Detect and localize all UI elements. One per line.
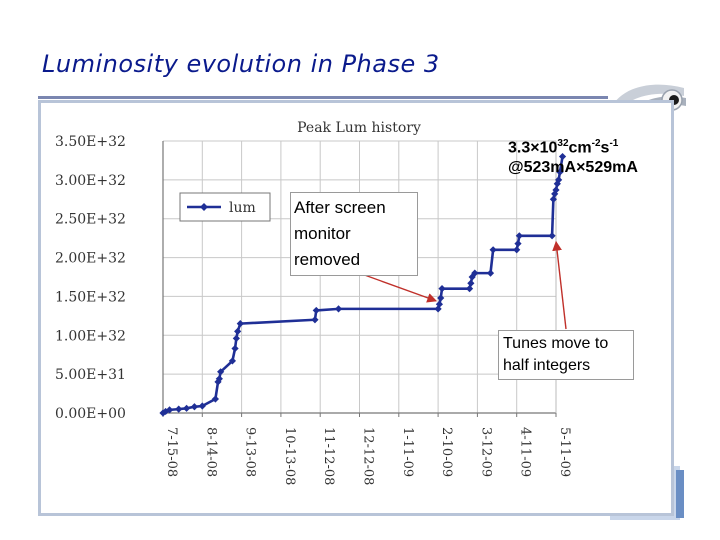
data-point (198, 402, 206, 410)
chart-title: Peak Lum history (297, 120, 421, 136)
data-point (489, 246, 497, 254)
x-tick-label: 4-11-09 (518, 427, 533, 477)
data-point (334, 305, 343, 313)
data-point (182, 404, 191, 412)
data-point (548, 232, 556, 240)
data-point (553, 180, 561, 188)
data-point (437, 294, 445, 302)
data-point (175, 405, 183, 413)
legend-marker (200, 203, 208, 211)
y-tick-label: 1.00E+32 (55, 328, 126, 344)
data-point (514, 239, 522, 248)
data-point (311, 316, 319, 324)
y-tick-label: 2.00E+32 (55, 251, 126, 267)
tunes-annotation-arrow (552, 240, 567, 330)
data-point (438, 285, 446, 293)
data-point (312, 306, 320, 315)
x-tick-label: 1-11-09 (400, 427, 415, 477)
x-tick-label: 3-12-09 (478, 427, 493, 477)
data-point (434, 305, 442, 313)
data-point (468, 273, 476, 281)
data-point (549, 195, 557, 203)
data-point (486, 269, 495, 277)
data-point (467, 279, 475, 287)
data-point (228, 357, 237, 365)
data-point (162, 407, 170, 416)
tunes-annotation: Tunes move to half integers (498, 330, 634, 380)
legend-label: lum (229, 200, 256, 216)
data-point (234, 327, 242, 335)
data-point (231, 344, 239, 353)
data-point (217, 368, 225, 376)
data-point (190, 403, 199, 411)
data-point (236, 320, 244, 328)
data-point (515, 232, 523, 240)
peak-annotation: 3.3×1032cm-2s-1 @523mA×529mA (508, 138, 638, 177)
title-underline (38, 96, 608, 99)
y-tick-label: 3.00E+32 (55, 173, 126, 189)
peak-lum-chart: 0.00E+00 5.00E+31 1.00E+32 1.50E+32 2.00E+32… (55, 120, 572, 485)
data-point (232, 334, 240, 342)
x-tick-label: 12-12-08 (361, 427, 376, 485)
data-point (513, 246, 521, 254)
data-point (465, 285, 474, 293)
x-tick-label: 5-11-09 (557, 427, 572, 477)
data-point (552, 186, 560, 194)
data-point (558, 152, 567, 161)
x-tick-label: 11-12-08 (321, 427, 336, 485)
y-tick-label: 3.50E+32 (55, 134, 126, 150)
y-tick-label: 1.50E+32 (55, 289, 126, 305)
decor-band-accent (676, 470, 684, 518)
x-tick-label: 8-14-08 (203, 427, 218, 477)
chart-frame: 0.00E+00 5.00E+31 1.00E+32 1.50E+32 2.00E+32… (38, 100, 674, 516)
y-tick-label: 2.50E+32 (55, 212, 126, 228)
y-tick-label: 5.00E+31 (55, 367, 126, 383)
data-point (435, 300, 444, 308)
x-tick-label: 2-10-09 (439, 427, 454, 477)
y-tick-label: 0.00E+00 (55, 406, 126, 422)
x-tick-label: 10-13-08 (282, 427, 297, 485)
slide-title: Luminosity evolution in Phase 3 (42, 50, 440, 78)
data-point (471, 269, 479, 277)
x-tick-label: 9-13-08 (243, 427, 258, 477)
data-point (215, 375, 223, 383)
data-point (165, 406, 174, 414)
data-point (211, 395, 219, 403)
screen-monitor-annotation: After screen monitor removed (290, 192, 418, 276)
data-point (555, 176, 563, 184)
x-tick-label: 7-15-08 (164, 427, 179, 477)
screen-annotation-arrow (358, 272, 438, 303)
data-point (556, 168, 564, 176)
